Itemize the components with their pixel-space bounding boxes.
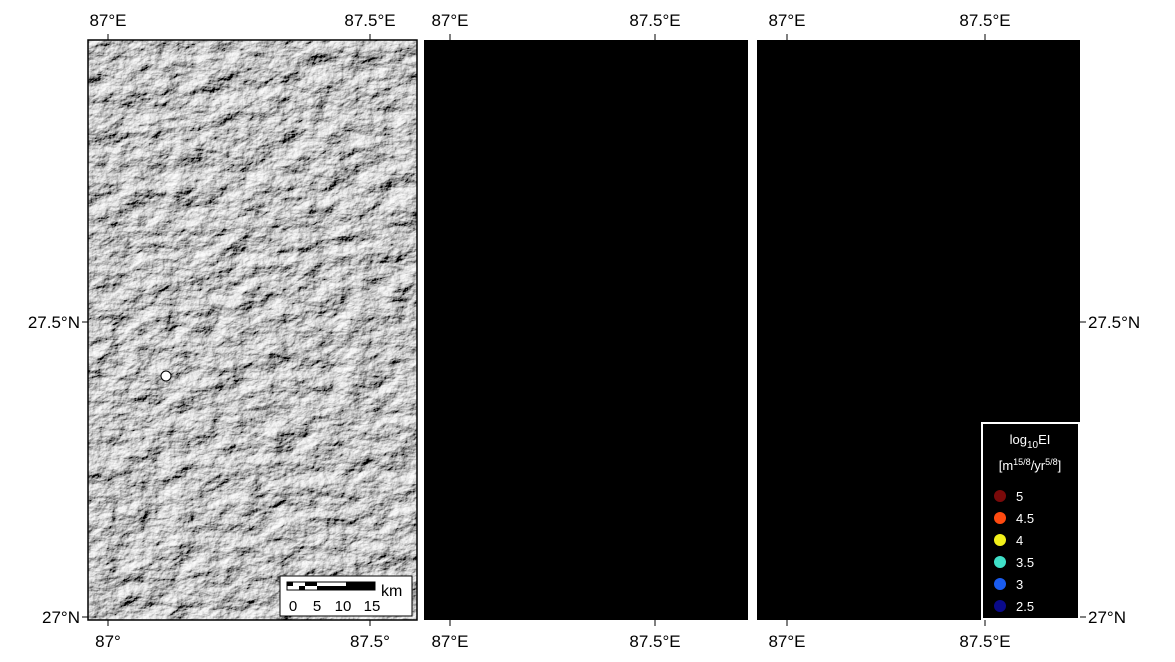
scale-segment — [346, 582, 375, 590]
top-tick-label: 87°E — [89, 11, 126, 30]
hillshade-panel — [88, 40, 417, 620]
scale-unit: km — [381, 583, 402, 600]
top-tick-label: 87.5°E — [344, 11, 395, 30]
legend-units-sup: 15/8 — [1013, 457, 1031, 467]
legend-title-text: EI — [1038, 432, 1050, 447]
legend-title-text: log — [1010, 432, 1027, 447]
legend-label: 3 — [1016, 577, 1023, 592]
top-tick-label: 87°E — [431, 11, 468, 30]
scale-segment — [287, 582, 293, 586]
bottom-tick-label: 87° — [95, 632, 121, 651]
left-tick-label: 27°N — [42, 608, 80, 627]
legend: log10EI [m15/8/yr5/8] 5 4.5 4 3.5 3 2.5 — [982, 423, 1079, 619]
legend-swatch — [994, 512, 1006, 524]
scale-bar: km 0 5 10 15 — [280, 576, 412, 616]
scale-segment — [317, 586, 346, 590]
legend-swatch — [994, 578, 1006, 590]
legend-units-text: /yr — [1031, 458, 1046, 473]
legend-swatch — [994, 600, 1006, 612]
legend-label: 3.5 — [1016, 555, 1034, 570]
scale-label: 0 — [289, 598, 297, 615]
scale-label: 5 — [313, 598, 321, 615]
bottom-tick-label: 87.5°E — [959, 632, 1010, 651]
right-tick-label: 27.5°N — [1088, 313, 1140, 332]
top-tick-label: 87.5°E — [959, 11, 1010, 30]
scale-segment — [305, 582, 317, 586]
legend-label: 4 — [1016, 533, 1023, 548]
left-tick-label: 27.5°N — [28, 313, 80, 332]
legend-title-sub: 10 — [1027, 440, 1039, 451]
bottom-tick-label: 87.5° — [350, 632, 390, 651]
legend-label: 5 — [1016, 489, 1023, 504]
scale-label: 10 — [335, 598, 352, 615]
outlet-marker — [161, 371, 171, 381]
legend-units-text: ] — [1058, 458, 1062, 473]
right-tick-label: 27°N — [1088, 608, 1126, 627]
ei-panel — [424, 40, 748, 620]
legend-units-sup: 5/8 — [1045, 457, 1058, 467]
legend-swatch — [994, 490, 1006, 502]
bottom-tick-label: 87°E — [431, 632, 468, 651]
legend-label: 4.5 — [1016, 511, 1034, 526]
hillshade — [88, 40, 417, 620]
legend-label: 2.5 — [1016, 599, 1034, 614]
bottom-tick-label: 87.5°E — [629, 632, 680, 651]
top-tick-label: 87°E — [768, 11, 805, 30]
figure: 87°E 87° 87.5°E 87.5° 27.5°N 27°N 87°E 87°E 87.5… — [0, 0, 1175, 657]
legend-units-text: [m — [999, 458, 1013, 473]
scale-segment — [299, 586, 305, 590]
top-tick-label: 87.5°E — [629, 11, 680, 30]
background — [424, 40, 748, 620]
bottom-tick-label: 87°E — [768, 632, 805, 651]
scale-label: 15 — [364, 598, 381, 615]
legend-swatch — [994, 534, 1006, 546]
legend-swatch — [994, 556, 1006, 568]
